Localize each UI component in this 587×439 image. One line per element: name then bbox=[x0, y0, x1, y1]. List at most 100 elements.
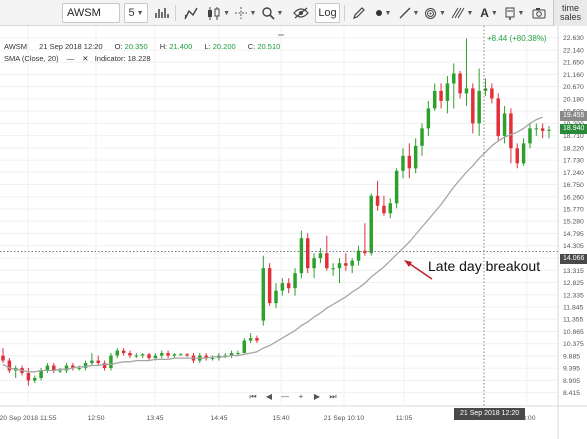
first-icon[interactable]: ⏮ bbox=[249, 392, 257, 401]
candle-body bbox=[267, 268, 272, 304]
legend-datetime: 21 Sep 2018 12:20 bbox=[39, 42, 103, 51]
candle-body bbox=[350, 260, 354, 266]
hide-eye-icon[interactable] bbox=[290, 3, 312, 23]
price-chart[interactable]: 22.63022.14021.65021.16020.67020.18019.6… bbox=[0, 26, 587, 439]
legend-low: 20.200 bbox=[212, 42, 236, 51]
camera-icon[interactable] bbox=[529, 3, 549, 23]
crosshair-date-tag: 21 Sep 2018 12:20 bbox=[454, 408, 526, 420]
candle-body bbox=[293, 273, 297, 289]
candle-body bbox=[274, 290, 278, 304]
sma-label[interactable]: SMA (Close, 20) bbox=[4, 54, 59, 63]
y-tick-label: 16.260 bbox=[563, 194, 584, 201]
candle-body bbox=[236, 353, 240, 355]
candle-body bbox=[521, 143, 526, 164]
chart-canvas[interactable]: 22.63022.14021.65021.16020.67020.18019.6… bbox=[0, 26, 587, 439]
text-icon[interactable]: A ▼ bbox=[480, 6, 498, 20]
y-tick-label: 15.770 bbox=[563, 207, 584, 214]
fib-icon[interactable]: ▼ bbox=[450, 3, 474, 23]
candle-body bbox=[534, 128, 539, 130]
annotation-text[interactable]: Late day breakout bbox=[428, 258, 541, 274]
zoom-icon[interactable]: ▼ bbox=[259, 3, 285, 23]
candle-body bbox=[280, 283, 285, 291]
y-tick-label: 22.140 bbox=[563, 47, 584, 54]
x-tick-label: 13:45 bbox=[146, 415, 163, 422]
candle-body bbox=[369, 195, 373, 254]
candle-body bbox=[464, 88, 469, 94]
y-tick-label: 8.415 bbox=[563, 390, 580, 397]
close-icon[interactable]: ✕ bbox=[82, 54, 89, 63]
candle-body bbox=[32, 378, 37, 381]
candle-body bbox=[318, 253, 323, 259]
y-tick-label: 22.630 bbox=[563, 35, 584, 42]
candle-body bbox=[109, 355, 113, 369]
candle-body bbox=[407, 155, 412, 169]
crosshair-icon[interactable]: ▼ bbox=[233, 3, 257, 23]
candle-body bbox=[77, 368, 81, 370]
candle-body bbox=[344, 263, 348, 266]
candle-body bbox=[64, 365, 69, 371]
paint-icon[interactable]: ▼ bbox=[503, 3, 525, 23]
dash-icon[interactable]: — bbox=[66, 54, 75, 63]
last-icon[interactable]: ⏭ bbox=[329, 392, 337, 401]
candle-body bbox=[515, 148, 520, 164]
indicators-icon[interactable] bbox=[180, 3, 202, 23]
log-scale-toggle[interactable]: Log bbox=[315, 3, 340, 23]
candle-body bbox=[140, 354, 145, 356]
candle-body bbox=[490, 88, 494, 99]
prev-icon[interactable]: ◀ bbox=[265, 392, 273, 401]
bar-chart-icon[interactable] bbox=[152, 3, 172, 23]
dot-icon[interactable]: ▼ bbox=[372, 3, 394, 23]
sma-price-tag: 19.455 bbox=[560, 111, 587, 121]
candle-body bbox=[356, 250, 361, 261]
sma-line bbox=[2, 116, 543, 373]
candle-body bbox=[102, 363, 107, 369]
candle-body bbox=[432, 90, 437, 109]
candle-body bbox=[166, 353, 170, 356]
pencil-icon[interactable] bbox=[348, 3, 368, 23]
candle-body bbox=[229, 353, 234, 356]
candle-body bbox=[39, 370, 43, 379]
annotation-arrowhead bbox=[404, 260, 412, 267]
candle-body bbox=[509, 113, 513, 149]
sma-legend: SMA (Close, 20) — ✕ Indicator: 18.228 bbox=[4, 54, 151, 63]
legend-close: 20.510 bbox=[257, 42, 281, 51]
candle-body bbox=[401, 155, 405, 171]
line-icon[interactable]: ▼ bbox=[397, 3, 421, 23]
candle-body bbox=[134, 355, 139, 357]
candle-body bbox=[483, 88, 488, 91]
time-sales-line2: sales bbox=[559, 12, 581, 22]
zoom-out-icon[interactable]: — bbox=[281, 392, 289, 401]
y-tick-label: 20.670 bbox=[563, 84, 584, 91]
period-value: 5 bbox=[128, 7, 135, 19]
next-icon[interactable]: ▶ bbox=[313, 392, 321, 401]
candle-body bbox=[223, 355, 227, 357]
indicator-value: 18.228 bbox=[127, 54, 151, 63]
candle-body bbox=[547, 129, 551, 131]
candle-body bbox=[1, 355, 5, 361]
candle-type-icon[interactable]: ▼ bbox=[206, 3, 230, 23]
candle-body bbox=[52, 365, 56, 371]
period-select[interactable]: 5 ▼ bbox=[124, 3, 148, 23]
candle-body bbox=[331, 268, 335, 270]
legend-open-label: O: bbox=[114, 42, 123, 51]
y-tick-label: 17.730 bbox=[563, 158, 584, 165]
y-tick-label: 21.160 bbox=[563, 72, 584, 79]
zoom-in-icon[interactable]: + bbox=[298, 392, 304, 401]
y-tick-label: 9.395 bbox=[563, 366, 580, 373]
candle-body bbox=[242, 340, 247, 354]
symbol-input[interactable] bbox=[62, 3, 120, 23]
circle-icon[interactable]: ▼ bbox=[423, 3, 447, 23]
candle-body bbox=[299, 238, 304, 274]
x-tick-label: 13:00 bbox=[518, 415, 535, 422]
candle-body bbox=[185, 354, 189, 356]
candle-body bbox=[96, 360, 100, 364]
last-price-tag: 18.940 bbox=[560, 124, 587, 134]
chevron-down-icon: ▼ bbox=[136, 9, 144, 17]
time-sales-button[interactable]: time sales bbox=[553, 0, 587, 26]
y-tick-label: 13.315 bbox=[563, 268, 584, 275]
y-tick-label: 11.845 bbox=[563, 304, 584, 311]
legend-symbol: AWSM bbox=[4, 42, 28, 51]
candle-body bbox=[452, 73, 456, 84]
y-tick-label: 11.355 bbox=[563, 317, 584, 324]
x-tick-label: 12:50 bbox=[87, 415, 104, 422]
